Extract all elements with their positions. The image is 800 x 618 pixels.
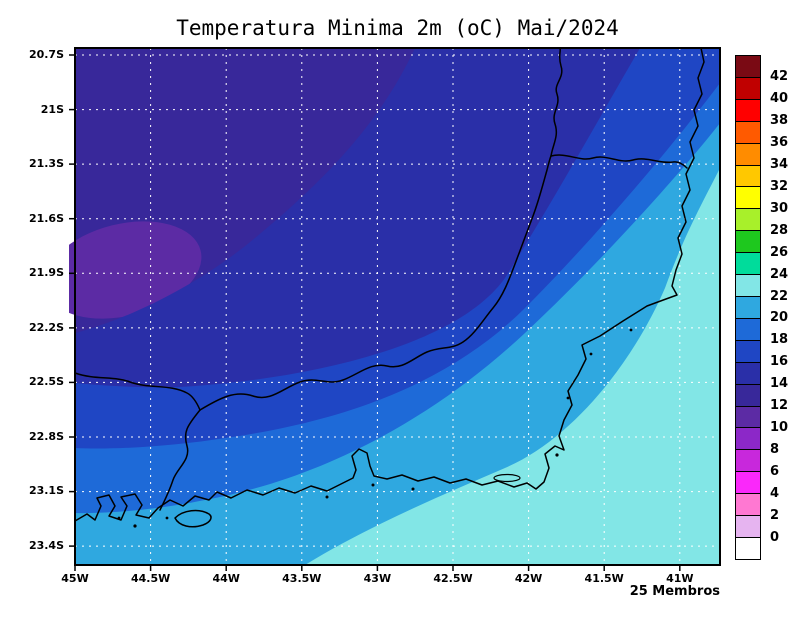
coastal-islands	[117, 328, 633, 528]
colorbar-segment	[735, 208, 761, 232]
colorbar	[735, 55, 761, 560]
lat-tick-label: 21.3S	[28, 157, 64, 171]
ensemble-members-label: 25 Membros	[629, 584, 720, 599]
colorbar-tick-label: 2	[770, 508, 780, 524]
lat-tick-label: 22.5S	[28, 375, 64, 389]
colorbar-tick-label: 8	[770, 442, 780, 458]
colorbar-tick-label: 38	[770, 112, 789, 128]
latitude-axis: 20.7S 21S 21.3S 21.6S 21.9S 22.2S 22.5S 22.8S 23…	[14, 0, 66, 618]
ilha-grande-outline	[174, 509, 212, 528]
state-border-es-mg	[550, 47, 563, 157]
colorbar-segment	[735, 186, 761, 210]
temp-band-22-24	[305, 168, 720, 565]
colorbar-segment	[735, 98, 761, 122]
colorbar-tick-label: 36	[770, 134, 789, 150]
colorbar-tick-label: 22	[770, 288, 789, 304]
coastline	[74, 47, 705, 522]
lat-tick-label: 20.7S	[28, 48, 64, 61]
lon-tick-label: 42.5W	[433, 572, 473, 585]
lat-tick-label: 22.8S	[28, 429, 64, 443]
state-border-mg-sp	[74, 372, 201, 411]
colorbar-tick-label: 6	[770, 464, 780, 480]
colorbar-tick-label: 18	[770, 332, 789, 348]
coast-and-borders	[74, 47, 705, 528]
lon-tick-label: 45W	[61, 572, 89, 585]
colorbar-labels: 42 40 38 36 34 32 30 28 26 24 22 20 18 16 14 12 10 8 6 4 2 0	[766, 55, 798, 560]
temp-band-10-12	[69, 221, 202, 319]
colorbar-tick-label: 24	[770, 266, 789, 282]
colorbar-segment	[735, 230, 761, 254]
colorbar-segment	[735, 493, 761, 517]
colorbar-segment	[735, 120, 761, 144]
colorbar-segment	[735, 339, 761, 363]
lat-tick-label: 23.4S	[28, 539, 64, 553]
lagoon-outline	[493, 473, 521, 483]
lon-tick-label: 41W	[666, 572, 694, 585]
colorbar-tick-label: 14	[770, 376, 789, 392]
lon-tick-label: 44W	[212, 572, 240, 585]
colorbar-segment	[735, 76, 761, 100]
lat-tick-label: 22.2S	[28, 320, 64, 334]
colorbar-tick-label: 32	[770, 178, 789, 194]
map-frame	[74, 47, 721, 566]
state-border-mg-rj	[199, 155, 552, 411]
colorbar-tick-label: 0	[770, 530, 780, 546]
colorbar-segment	[735, 536, 761, 560]
colorbar-segment	[735, 274, 761, 297]
colorbar-tick-label: 10	[770, 420, 789, 436]
lat-tick-label: 23.1S	[28, 484, 64, 498]
colorbar-segment	[735, 295, 761, 319]
colorbar-tick-label: 30	[770, 200, 789, 216]
graticule	[75, 48, 720, 565]
colorbar-tick-label: 34	[770, 156, 789, 172]
colorbar-segment	[735, 471, 761, 495]
lat-tick-label: 21.9S	[28, 266, 64, 280]
colorbar-segment	[735, 383, 761, 407]
state-border-sp-rj	[159, 409, 201, 511]
colorbar-segment	[735, 449, 761, 473]
lon-tick-label: 43W	[363, 572, 392, 585]
colorbar-tick-label: 26	[770, 244, 789, 260]
colorbar-segment	[735, 361, 761, 385]
state-border-rj-es	[550, 154, 688, 169]
colorbar-tick-label: 42	[770, 68, 789, 84]
colorbar-tick-label: 12	[770, 398, 789, 414]
colorbar-tick-label: 40	[770, 90, 789, 106]
colorbar-segment	[735, 164, 761, 188]
lon-tick-label: 42W	[514, 572, 543, 585]
colorbar-segment	[735, 427, 761, 451]
lat-tick-label: 21.6S	[28, 211, 64, 225]
colorbar-segment	[735, 142, 761, 166]
colorbar-segment	[735, 405, 761, 429]
colorbar-segment	[735, 515, 761, 538]
lon-tick-label: 41.5W	[584, 572, 624, 585]
colorbar-segment	[735, 55, 761, 78]
colorbar-tick-label: 28	[770, 222, 789, 238]
lon-tick-label: 44.5W	[130, 572, 171, 585]
lon-tick-label: 43.5W	[282, 572, 322, 585]
chart-title: Temperatura Minima 2m (oC) Mai/2024	[176, 16, 619, 40]
colorbar-tick-label: 16	[770, 354, 789, 370]
colorbar-segment	[735, 252, 761, 276]
lat-tick-label: 21S	[40, 102, 64, 116]
colorbar-segment	[735, 317, 761, 341]
map-plot	[69, 47, 721, 571]
colorbar-tick-label: 20	[770, 310, 789, 326]
colorbar-tick-label: 4	[770, 486, 780, 502]
